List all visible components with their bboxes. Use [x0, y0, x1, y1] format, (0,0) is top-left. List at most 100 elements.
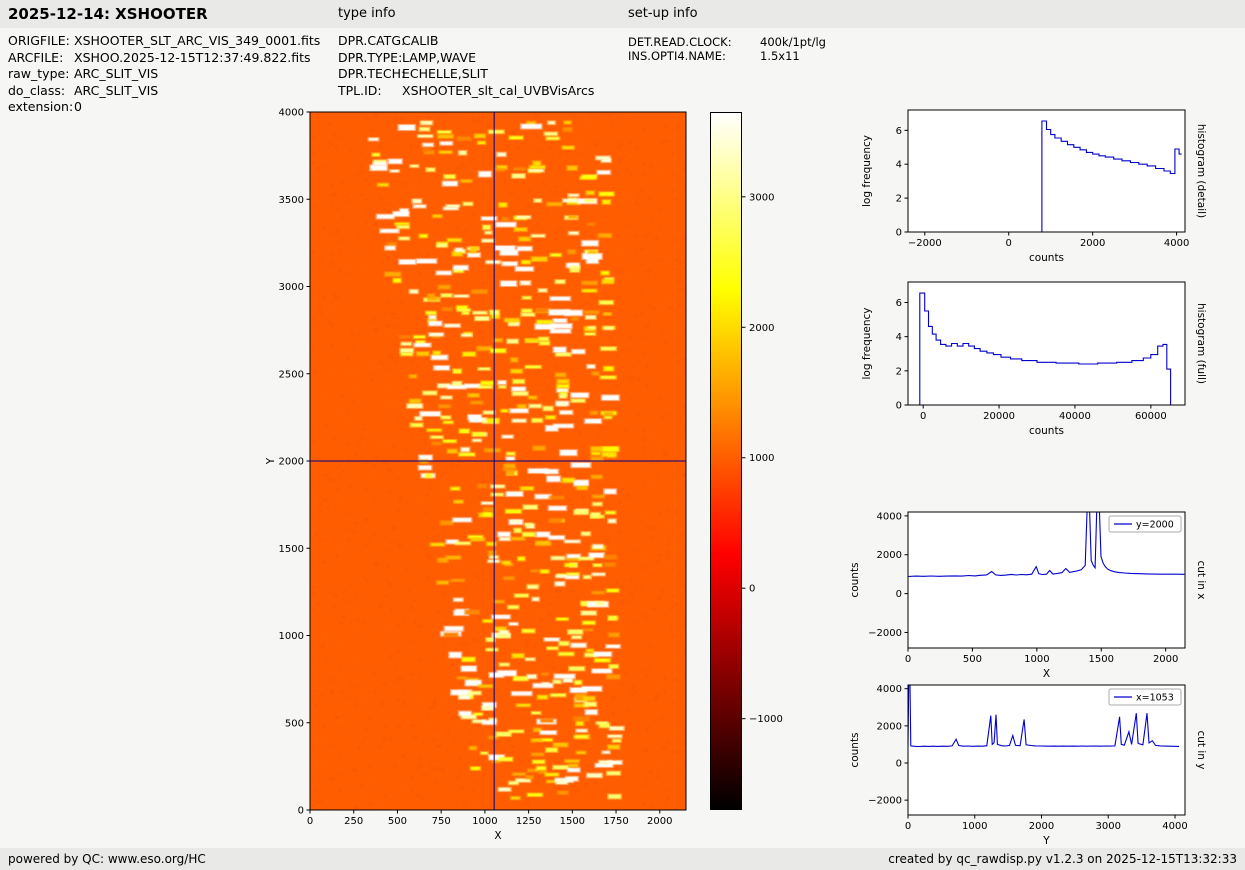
meta-value: ARC_SLIT_VIS	[74, 66, 159, 81]
footer-right-text: created by qc_rawdisp.py v1.2.3 on 2025-…	[888, 852, 1237, 866]
y-tick-label: 0	[896, 589, 902, 600]
x-tick-label: 0	[1006, 238, 1012, 249]
meta-label: TPL.ID:	[338, 82, 382, 98]
y-tick-label: 4000	[877, 511, 902, 522]
meta-row: extension: 0	[8, 99, 320, 116]
meta-value: XSHOOTER_SLT_ARC_VIS_349_0001.fits	[74, 33, 321, 48]
x-axis-label: Y	[1042, 835, 1050, 847]
x-axis-label: X	[494, 830, 501, 842]
y-tick-label: 4	[896, 332, 902, 343]
x-tick-label: 1000	[962, 821, 987, 832]
meta-row: DPR.CATG: CALIB	[338, 33, 594, 50]
hist_detail-plot: −2000 0 2000 4000 0 2 4 6 counts log frequency his…	[861, 109, 1207, 264]
y-tick-label: 0	[896, 401, 902, 412]
meta-label: do_class:	[8, 82, 66, 98]
legend-box	[1108, 688, 1182, 706]
right-axis-label: histogram (detail)	[1195, 124, 1207, 218]
x-tick-label: 750	[432, 816, 451, 827]
x-tick-label: 2000	[1153, 654, 1178, 665]
legend-label: x=1053	[1136, 693, 1174, 704]
y-tick-label: 3500	[279, 195, 304, 206]
colorbar-tick-label: 3000	[749, 192, 774, 203]
x-tick-label: 1000	[472, 816, 497, 827]
right-axis-label: cut in y	[1195, 730, 1207, 769]
file-info-block: ORIGFILE: XSHOOTER_SLT_ARC_VIS_349_0001.f…	[8, 33, 320, 116]
x-tick-label: 2000	[1080, 238, 1105, 249]
x-tick-label: 2000	[1029, 821, 1054, 832]
meta-row: DPR.TYPE: LAMP,WAVE	[338, 50, 594, 67]
cut_y-line	[908, 685, 1180, 748]
meta-row: ARCFILE: XSHOO.2025-12-15T12:37:49.822.fi…	[8, 50, 320, 67]
meta-value: XSHOOTER_slt_cal_UVBVisArcs	[402, 82, 595, 98]
legend-box	[1108, 515, 1182, 533]
colorbar-tick-label: 0	[749, 584, 755, 595]
x-tick-label: 0	[920, 411, 926, 422]
meta-label: INS.OPTI4.NAME:	[628, 48, 726, 63]
x-tick-label: 1750	[603, 816, 628, 827]
x-tick-label: 60000	[1135, 411, 1167, 422]
cut_x-line	[908, 512, 1185, 578]
right-axis-label: cut in x	[1195, 560, 1207, 599]
y-tick-label: 2	[896, 366, 902, 377]
y-tick-label: 0	[896, 759, 902, 770]
meta-value: XSHOO.2025-12-15T12:37:49.822.fits	[74, 49, 311, 65]
meta-label: ORIGFILE:	[8, 33, 70, 48]
meta-row: TPL.ID: XSHOOTER_slt_cal_UVBVisArcs	[338, 83, 594, 100]
y-tick-label: 2	[896, 194, 902, 205]
y-tick-label: 2000	[877, 721, 902, 732]
y-tick-label: 4	[896, 160, 902, 171]
right-axis-label: histogram (full)	[1195, 303, 1207, 384]
x-tick-label: 500	[963, 654, 982, 665]
y-axis-label: log frequency	[861, 135, 873, 207]
hist_full-line	[912, 292, 1180, 405]
meta-row: INS.OPTI4.NAME: 1.5x11	[628, 48, 826, 64]
x-axis-label: counts	[1029, 252, 1064, 264]
setup-info-heading: set-up info	[628, 6, 698, 21]
x-tick-label: 4000	[1164, 238, 1189, 249]
y-axis-label: Y	[265, 457, 277, 465]
x-axis-label: counts	[1029, 425, 1064, 437]
meta-row: ORIGFILE: XSHOOTER_SLT_ARC_VIS_349_0001.f…	[8, 33, 320, 50]
colorbar-tick-label: 1000	[749, 453, 774, 464]
meta-value: 0	[74, 99, 82, 114]
x-tick-label: 4000	[1162, 821, 1187, 832]
y-tick-label: 6	[896, 298, 902, 309]
footer-left-text: powered by QC: www.eso.org/HC	[8, 852, 206, 866]
x-axis-label: X	[1043, 668, 1050, 680]
y-axis-label: counts	[849, 732, 861, 767]
meta-label: extension:	[8, 99, 74, 114]
x-tick-label: 1000	[1024, 654, 1049, 665]
setup-info-block: DET.READ.CLOCK: 400k/1pt/lg INS.OPTI4.NAM…	[628, 35, 826, 64]
y-tick-label: 1500	[279, 544, 304, 555]
x-tick-label: 0	[905, 654, 911, 665]
legend-label: y=2000	[1136, 520, 1174, 531]
y-tick-label: 2500	[279, 369, 304, 380]
colorbar	[710, 112, 742, 810]
meta-label: raw_type:	[8, 66, 70, 81]
y-tick-label: 0	[298, 806, 304, 817]
x-tick-label: −2000	[908, 238, 942, 249]
page-title: 2025-12-14: XSHOOTER	[8, 5, 208, 23]
meta-row: raw_type: ARC_SLIT_VIS	[8, 66, 320, 83]
meta-row: DPR.TECH: ECHELLE,SLIT	[338, 66, 594, 83]
meta-value: 1.5x11	[760, 48, 800, 63]
type-info-block: DPR.CATG: CALIB DPR.TYPE: LAMP,WAVE DPR.TE…	[338, 33, 594, 99]
y-tick-label: 4000	[279, 108, 304, 119]
meta-value: LAMP,WAVE	[402, 49, 476, 65]
colorbar-tick-label: 2000	[749, 323, 774, 334]
hist_detail-line	[910, 120, 1182, 232]
y-tick-label: 3000	[279, 282, 304, 293]
y-tick-label: 6	[896, 126, 902, 137]
meta-value: ECHELLE,SLIT	[402, 66, 488, 81]
meta-value: ARC_SLIT_VIS	[74, 82, 159, 98]
x-tick-label: 250	[344, 816, 363, 827]
y-tick-label: 0	[896, 228, 902, 239]
meta-label: DET.READ.CLOCK:	[628, 35, 732, 49]
raw_image-plot: 0 250 500 750 1000 1250 1500 1750 2000 0 500 1000 15…	[265, 108, 687, 842]
x-tick-label: 40000	[1059, 411, 1091, 422]
meta-label: ARCFILE:	[8, 49, 64, 65]
x-tick-label: 2000	[647, 816, 672, 827]
x-tick-label: 1500	[1089, 654, 1114, 665]
